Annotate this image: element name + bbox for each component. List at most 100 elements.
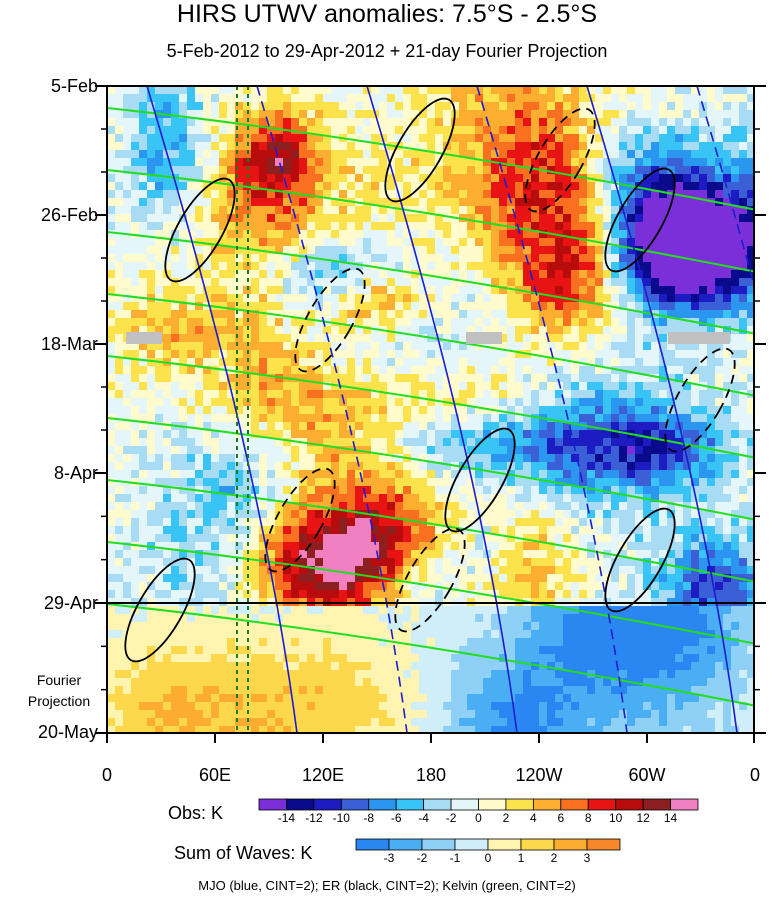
field-cell [219,302,227,310]
field-cell [675,542,683,550]
field-cell [627,134,635,142]
field-cell [539,430,547,438]
field-cell [299,422,307,430]
field-cell [475,262,483,270]
field-cell [107,430,115,438]
field-cell [187,406,195,414]
field-cell [683,558,691,566]
field-cell [443,126,451,134]
field-cell [523,326,531,334]
field-cell [595,398,603,406]
field-cell [379,422,387,430]
field-cell [531,526,539,534]
field-cell [203,358,211,366]
field-cell [667,246,675,254]
field-cell [699,126,707,134]
field-cell [131,510,139,518]
field-cell [291,326,299,334]
field-cell [395,294,403,302]
field-cell [131,174,139,182]
field-cell [611,566,619,574]
field-cell [107,550,115,558]
field-cell [379,278,387,286]
field-cell [331,278,339,286]
field-cell [683,166,691,174]
field-cell [603,286,611,294]
field-cell [299,182,307,190]
field-cell [323,446,331,454]
field-cell [595,190,603,198]
field-cell [587,374,595,382]
field-cell [371,246,379,254]
field-cell [259,334,267,342]
field-cell [219,374,227,382]
field-cell [131,270,139,278]
field-cell [667,222,675,230]
field-cell [403,526,411,534]
field-cell [275,302,283,310]
field-cell [499,550,507,558]
field-cell [331,222,339,230]
field-cell [131,326,139,334]
field-cell [675,222,683,230]
field-cell [419,262,427,270]
field-cell [123,534,131,542]
field-cell [403,254,411,262]
field-cell [539,438,547,446]
field-cell [427,110,435,118]
field-cell [107,454,115,462]
field-cell [675,230,683,238]
field-cell [531,374,539,382]
field-cell [491,214,499,222]
field-cell [691,94,699,102]
field-cell [691,134,699,142]
field-cell [483,374,491,382]
field-cell [627,526,635,534]
field-cell [115,430,123,438]
field-cell [411,438,419,446]
field-cell [643,462,651,470]
field-cell [571,158,579,166]
field-cell [147,150,155,158]
field-cell [635,414,643,422]
field-cell [291,150,299,158]
field-cell [643,534,651,542]
field-cell [555,518,563,526]
field-cell [579,502,587,510]
field-cell [539,566,547,574]
field-cell [491,86,499,94]
field-cell [507,262,515,270]
field-cell [627,222,635,230]
field-cell [219,166,227,174]
field-cell [427,190,435,198]
field-cell [363,534,371,542]
field-cell [627,278,635,286]
field-cell [195,550,203,558]
field-cell [731,238,739,246]
field-cell [275,230,283,238]
field-cell [659,342,667,350]
field-cell [275,462,283,470]
field-cell [195,222,203,230]
field-cell [643,190,651,198]
field-cell [739,558,747,566]
field-cell [323,238,331,246]
field-cell [163,190,171,198]
field-cell [395,254,403,262]
field-cell [235,294,243,302]
field-cell [723,422,731,430]
field-cell [115,182,123,190]
field-cell [179,382,187,390]
field-cell [355,342,363,350]
field-cell [579,238,587,246]
field-cell [147,166,155,174]
field-cell [739,158,747,166]
field-cell [691,222,699,230]
field-cell [419,462,427,470]
field-cell [643,198,651,206]
field-cell [603,174,611,182]
field-cell [211,526,219,534]
field-cell [643,366,651,374]
field-cell [739,86,747,94]
field-cell [115,350,123,358]
